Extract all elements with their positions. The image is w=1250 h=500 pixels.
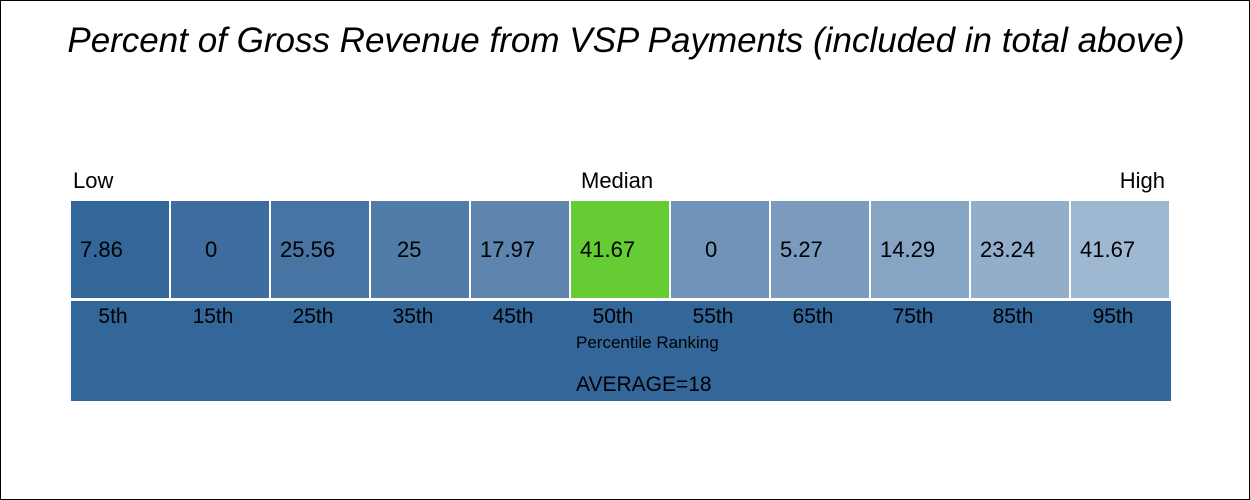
percentile-label: 75th bbox=[892, 305, 934, 328]
high-label: High bbox=[1119, 168, 1165, 193]
percentile-label: 95th bbox=[1092, 305, 1134, 328]
value-cell: 23.24 bbox=[971, 201, 1069, 298]
value-label: 23.24 bbox=[980, 236, 1036, 262]
value-cell: 41.67 bbox=[571, 201, 669, 298]
value-label: 41.67 bbox=[580, 236, 636, 262]
percentile-label: 35th bbox=[392, 305, 434, 328]
value-label: 25.56 bbox=[280, 236, 336, 262]
percentile-ranking-label: Percentile Ranking bbox=[576, 333, 719, 352]
value-cell: 25.56 bbox=[271, 201, 369, 298]
value-label: 7.86 bbox=[80, 236, 123, 262]
value-cell: 14.29 bbox=[871, 201, 969, 298]
value-cells-row: 7.86 0 25.56 25 17.97 41.67 0 5.27 14.29 23.24 41.… bbox=[71, 201, 1171, 301]
value-cell: 41.67 bbox=[1071, 201, 1169, 298]
percentile-label: 55th bbox=[692, 305, 734, 328]
median-label: Median bbox=[581, 168, 654, 193]
value-label: 25 bbox=[397, 236, 422, 262]
percentile-label: 50th bbox=[592, 305, 634, 328]
low-label: Low bbox=[73, 168, 114, 193]
percentile-label: 5th bbox=[98, 305, 128, 328]
percentile-band: Percentile Ranking AVERAGE=18 5th 15th 25t… bbox=[71, 301, 1171, 401]
percentile-label: 15th bbox=[192, 305, 234, 328]
value-label: 0 bbox=[205, 236, 218, 262]
value-cell: 5.27 bbox=[771, 201, 869, 298]
percentile-label: 25th bbox=[292, 305, 334, 328]
value-label: 41.67 bbox=[1080, 236, 1136, 262]
chart-title: Percent of Gross Revenue from VSP Paymen… bbox=[67, 21, 1185, 60]
value-label: 17.97 bbox=[480, 236, 536, 262]
percentile-label: 45th bbox=[492, 305, 534, 328]
value-label: 14.29 bbox=[880, 236, 936, 262]
value-cell: 7.86 bbox=[71, 201, 169, 298]
value-cell: 17.97 bbox=[471, 201, 569, 298]
value-label: 5.27 bbox=[780, 236, 823, 262]
percentile-label: 85th bbox=[992, 305, 1034, 328]
value-cell: 25 bbox=[371, 201, 469, 298]
value-cell: 0 bbox=[171, 201, 269, 298]
value-label: 0 bbox=[705, 236, 718, 262]
value-cell: 0 bbox=[671, 201, 769, 298]
average-label: AVERAGE=18 bbox=[576, 373, 712, 396]
percentile-label: 65th bbox=[792, 305, 834, 328]
